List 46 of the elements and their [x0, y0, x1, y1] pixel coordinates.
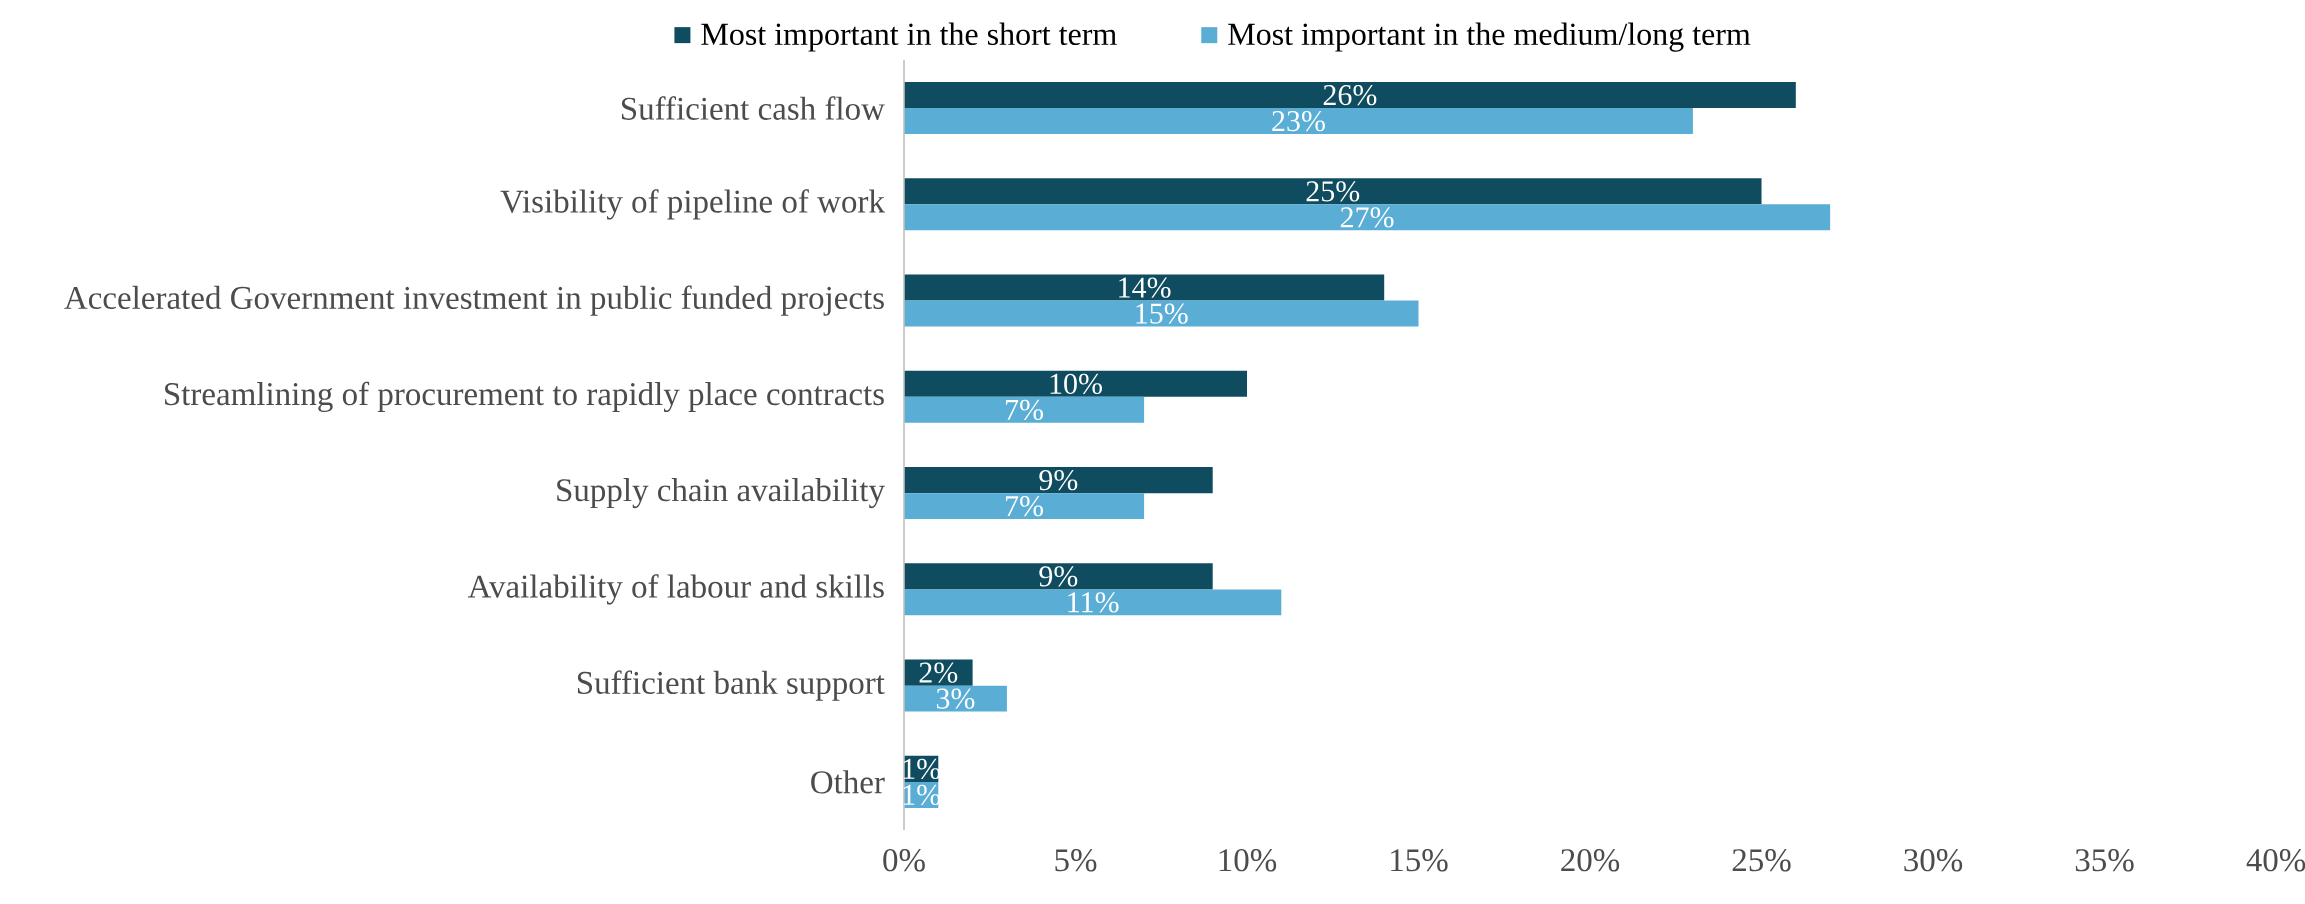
data-label: 11%	[1068, 592, 1119, 613]
bar	[904, 493, 1145, 520]
bar	[904, 108, 1693, 135]
data-label: 14%	[1119, 277, 1171, 298]
data-label: 7%	[1006, 399, 1044, 421]
x-tick-label: 35%	[2075, 849, 2134, 872]
y-tick-label: Accelerated Government investment in public funded projects	[64, 285, 884, 316]
data-label: 15%	[1136, 303, 1188, 324]
y-tick-label: Sufficient cash flow	[621, 96, 885, 120]
data-label: 26%	[1323, 84, 1377, 106]
data-label: 3%	[936, 688, 975, 709]
y-tick-label: Supply chain availability	[557, 478, 885, 509]
bar	[904, 300, 1419, 327]
data-label: 9%	[1039, 566, 1078, 587]
y-tick-label: Streamlining of procurement to rapidly place contracts	[165, 381, 884, 413]
bar	[904, 370, 1248, 397]
data-label: 25%	[1306, 181, 1360, 202]
bar	[904, 563, 1213, 590]
bar	[904, 396, 1145, 423]
x-tick-label: 30%	[1904, 849, 1963, 872]
x-tick-label: 25%	[1732, 849, 1791, 872]
x-tick-label: 0%	[883, 849, 925, 872]
data-label: 10%	[1050, 373, 1102, 395]
data-label: 7%	[1006, 495, 1044, 517]
bar	[904, 685, 1007, 712]
data-label: 9%	[1039, 469, 1078, 491]
x-tick-label: 10%	[1219, 849, 1277, 872]
x-tick-label: 40%	[2246, 849, 2305, 872]
bar	[904, 589, 1282, 616]
data-label: 27%	[1340, 207, 1394, 228]
y-tick-label: Other	[811, 770, 885, 794]
x-tick-label: 20%	[1561, 849, 1620, 872]
y-tick-label: Visibility of pipeline of work	[500, 189, 885, 220]
bar	[904, 274, 1385, 301]
data-label: 23%	[1272, 110, 1325, 132]
bar	[904, 204, 1831, 231]
bar	[904, 82, 1796, 109]
bar	[904, 178, 1762, 205]
legend-label: Most important in the medium/long term	[1228, 22, 1751, 52]
x-tick-label: 5%	[1055, 849, 1097, 872]
data-label: 2%	[919, 662, 958, 683]
y-tick-label: Availability of labour and skills	[467, 574, 884, 605]
y-tick-label: Sufficient bank support	[577, 670, 885, 701]
x-tick-label: 15%	[1391, 849, 1448, 872]
bar	[904, 467, 1213, 494]
legend-label: Most important in the short term	[701, 22, 1117, 52]
